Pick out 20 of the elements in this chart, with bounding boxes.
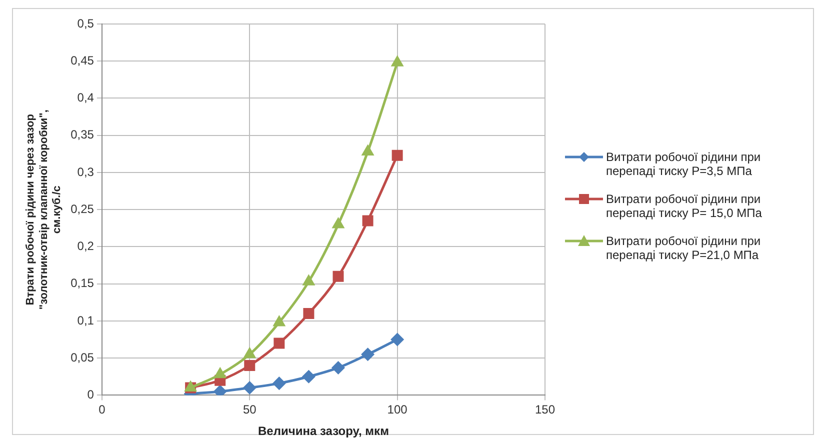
x-tick-label: 150 [534, 402, 556, 417]
y-tick-label: 0,2 [77, 239, 94, 254]
y-tick-label: 0,4 [77, 90, 94, 105]
y-tick-label: 0,3 [77, 164, 94, 179]
x-tick-label: 0 [98, 402, 106, 417]
y-tick-label: 0,35 [70, 128, 94, 142]
y-tick-label: 0,15 [70, 276, 94, 290]
y-axis-title: Втрати робочої рідини через зазор "золотник-отвір клапанної коробки", см.куб./с [24, 110, 64, 310]
y-tick-label: 0 [87, 388, 94, 402]
y-tick-label: 0,05 [70, 350, 94, 364]
y-tick-label: 0,25 [70, 202, 94, 216]
legend-label: Витрати робочої рідини при перепаді тиску Р= 15,0 МПа [606, 192, 763, 220]
y-tick-label: 0,1 [77, 313, 94, 328]
x-axis-title: Величина зазору, мкм [258, 424, 390, 438]
legend-label: Витрати робочої рідини при перепаді тиску Р=21,0 МПа [606, 234, 762, 262]
y-tick-label: 0,45 [70, 53, 94, 68]
y-tick-label: 0,5 [77, 16, 94, 30]
x-tick-label: 50 [242, 402, 257, 417]
legend-label: Витрати робочої рідини при перепаді тиску Р=3,5 МПа [606, 150, 762, 178]
x-tick-label: 100 [387, 402, 408, 417]
